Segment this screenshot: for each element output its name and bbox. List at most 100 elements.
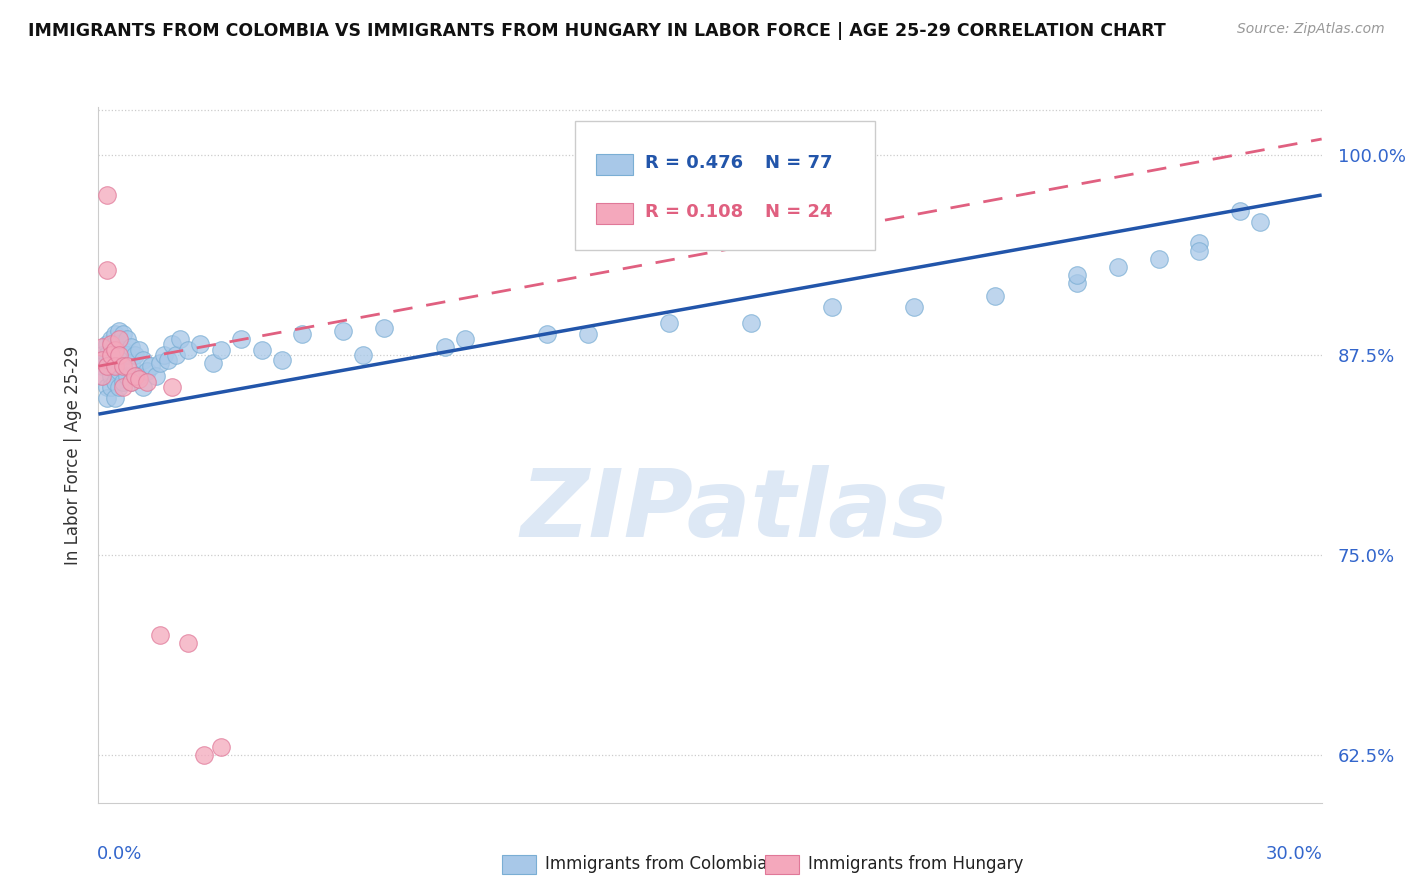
Point xyxy=(149,356,172,370)
Point xyxy=(104,375,127,389)
Point xyxy=(1229,204,1251,219)
Point xyxy=(104,327,127,342)
Point xyxy=(188,336,212,351)
Point xyxy=(120,340,142,354)
Point xyxy=(108,336,131,351)
Text: N = 24: N = 24 xyxy=(765,203,832,221)
Point xyxy=(132,352,155,367)
Point xyxy=(145,368,167,383)
Text: R = 0.108: R = 0.108 xyxy=(645,203,744,221)
Text: Source: ZipAtlas.com: Source: ZipAtlas.com xyxy=(1237,22,1385,37)
Point xyxy=(201,356,224,370)
Point xyxy=(120,375,142,389)
Point xyxy=(903,300,925,314)
Y-axis label: In Labor Force | Age 25-29: In Labor Force | Age 25-29 xyxy=(63,345,82,565)
Point xyxy=(193,747,215,762)
Text: IMMIGRANTS FROM COLOMBIA VS IMMIGRANTS FROM HUNGARY IN LABOR FORCE | AGE 25-29 C: IMMIGRANTS FROM COLOMBIA VS IMMIGRANTS F… xyxy=(28,22,1166,40)
Point xyxy=(108,380,131,394)
Point xyxy=(91,352,114,367)
Point xyxy=(108,324,131,338)
Text: R = 0.476: R = 0.476 xyxy=(645,154,744,172)
Point xyxy=(111,343,134,358)
Point xyxy=(100,336,122,351)
Point xyxy=(104,343,127,358)
Text: ZIPatlas: ZIPatlas xyxy=(520,465,949,557)
Point xyxy=(136,375,159,389)
Point xyxy=(165,348,187,362)
Point xyxy=(209,343,232,358)
Point xyxy=(231,332,253,346)
Point xyxy=(740,316,762,330)
FancyBboxPatch shape xyxy=(596,203,633,224)
Point xyxy=(821,300,844,314)
Point xyxy=(108,364,131,378)
Point xyxy=(291,327,314,342)
Point xyxy=(104,391,127,405)
Point xyxy=(111,327,134,342)
Point xyxy=(332,324,354,338)
Point xyxy=(152,348,174,362)
Point xyxy=(177,343,200,358)
Point xyxy=(128,368,150,383)
Text: 30.0%: 30.0% xyxy=(1265,845,1323,863)
Point xyxy=(100,359,122,373)
Point xyxy=(1147,252,1170,266)
Point xyxy=(1066,268,1088,282)
Point xyxy=(91,368,114,383)
Point xyxy=(128,372,150,386)
Point xyxy=(96,380,118,394)
Point xyxy=(156,352,179,367)
Point xyxy=(177,636,200,650)
FancyBboxPatch shape xyxy=(575,121,875,250)
Point xyxy=(124,368,146,383)
FancyBboxPatch shape xyxy=(596,154,633,175)
Point xyxy=(91,340,114,354)
Point xyxy=(115,348,138,362)
Point xyxy=(111,380,134,394)
Point xyxy=(434,340,457,354)
Point xyxy=(100,348,122,362)
Point xyxy=(352,348,374,362)
Point xyxy=(96,188,118,202)
Text: 0.0%: 0.0% xyxy=(97,845,142,863)
Point xyxy=(91,368,114,383)
Point xyxy=(160,380,183,394)
Point xyxy=(96,348,118,362)
Point xyxy=(96,359,118,373)
FancyBboxPatch shape xyxy=(765,855,800,874)
Point xyxy=(536,327,558,342)
Point xyxy=(96,391,118,405)
Point xyxy=(108,348,131,362)
Point xyxy=(576,327,599,342)
Point xyxy=(96,336,118,351)
Point xyxy=(136,364,159,378)
Point xyxy=(1188,244,1211,258)
Point xyxy=(160,336,183,351)
Point xyxy=(128,343,150,358)
Point xyxy=(115,368,138,383)
Point xyxy=(373,320,395,334)
FancyBboxPatch shape xyxy=(502,855,536,874)
Point xyxy=(100,368,122,383)
Point xyxy=(169,332,191,346)
Point xyxy=(120,375,142,389)
Point xyxy=(1249,215,1271,229)
Point xyxy=(250,343,273,358)
Point xyxy=(104,364,127,378)
Point xyxy=(111,359,134,373)
Point xyxy=(100,380,122,394)
Point xyxy=(115,332,138,346)
Point xyxy=(658,316,681,330)
Text: Immigrants from Colombia: Immigrants from Colombia xyxy=(546,855,768,873)
Point xyxy=(108,332,131,346)
Point xyxy=(454,332,477,346)
Point xyxy=(108,348,131,362)
Point xyxy=(91,348,114,362)
Point xyxy=(1066,276,1088,290)
Point xyxy=(1188,235,1211,250)
Point xyxy=(104,359,127,373)
Point xyxy=(111,359,134,373)
Point xyxy=(124,348,146,362)
Point xyxy=(984,289,1007,303)
Point xyxy=(91,359,114,373)
